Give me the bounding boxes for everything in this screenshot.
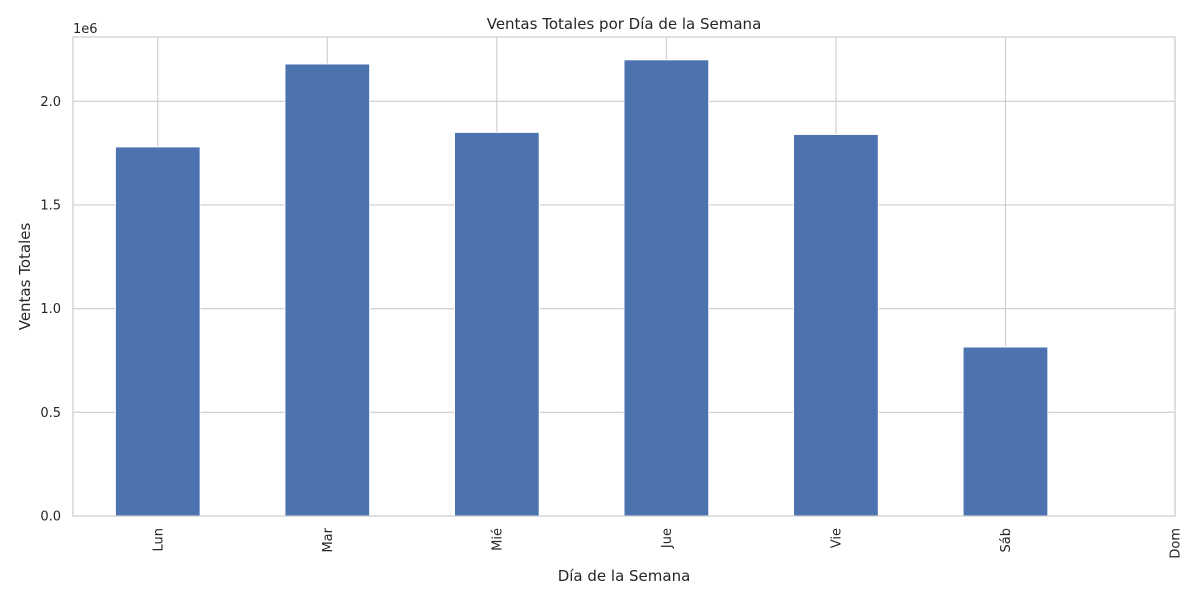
bar-Vie [793,133,879,517]
bar-Jue [623,59,710,517]
chart-title: Ventas Totales por Día de la Semana [487,15,762,33]
bar-Sáb [962,346,1049,517]
y-tick-label: 0.0 [40,510,61,525]
bar-Mié [453,131,540,517]
x-tick-label: Lun [151,528,166,552]
y-scale-label: 1e6 [73,22,98,37]
y-tick-label: 0.5 [40,406,61,421]
y-axis-label: Ventas Totales [16,223,34,331]
bar-Lun [114,146,201,517]
x-axis-ticks: Lun Mar Mié Jue Vie Sáb Dom [151,527,1183,558]
x-tick-label: Jue [660,528,675,549]
x-tick-label: Mié [490,528,505,551]
x-tick-label: Vie [829,528,844,548]
plot-area-frame [72,36,1176,517]
bar-Mar [284,63,371,517]
x-tick-label: Sáb [999,528,1014,552]
y-axis-ticks: 0.0 0.5 1.0 1.5 2.0 [40,95,61,525]
x-tick-label: Dom [1169,528,1184,559]
x-axis-label: Día de la Semana [558,567,691,585]
y-tick-label: 1.0 [40,302,61,317]
x-tick-label: Mar [321,527,336,552]
bars [114,59,1049,517]
y-tick-label: 1.5 [40,198,61,213]
y-tick-label: 2.0 [40,95,61,110]
